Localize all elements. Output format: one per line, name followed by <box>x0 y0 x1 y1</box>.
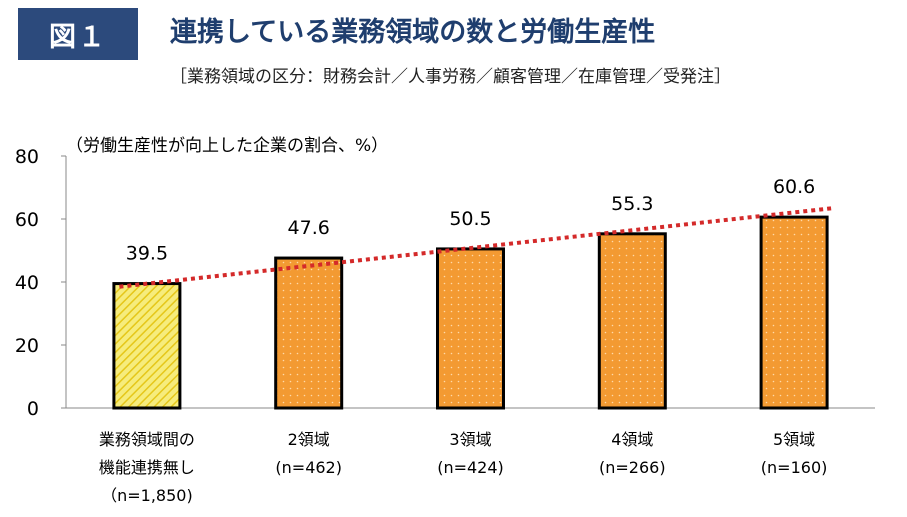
x-tick-label: 2領域 <box>288 430 330 449</box>
data-label: 50.5 <box>449 208 491 230</box>
figure-badge: 図１ <box>18 8 138 60</box>
y-axis-label: （労働生産性が向上した企業の割合、%） <box>66 136 388 156</box>
data-label: 47.6 <box>288 217 330 239</box>
x-tick-label: （n=1,850) <box>101 486 193 505</box>
y-tick-label: 80 <box>15 146 39 168</box>
x-tick-label: 業務領域間の <box>99 430 195 449</box>
y-tick-label: 40 <box>15 272 39 294</box>
data-label: 39.5 <box>126 243 168 265</box>
bar-3-domains <box>436 247 505 410</box>
chart-title: 連携している業務領域の数と労働生産性 <box>170 17 656 48</box>
bar-4-domains <box>597 232 667 410</box>
bar-no-linkage <box>112 282 182 410</box>
y-tick-label: 60 <box>15 209 39 231</box>
x-tick-label: (n=266) <box>599 458 666 477</box>
x-tick-label: 4領域 <box>611 430 653 449</box>
bar-2-domains <box>274 256 344 410</box>
y-tick-label: 0 <box>27 398 39 420</box>
x-tick-label: 機能連携無し <box>99 458 195 477</box>
x-tick-label: (n=424) <box>437 458 504 477</box>
data-label: 55.3 <box>611 193 653 215</box>
chart-subtitle: ［業務領域の区分：財務会計／人事労務／顧客管理／在庫管理／受発注］ <box>170 67 731 87</box>
bar-5-domains <box>759 215 829 410</box>
x-tick-label: (n=160) <box>761 458 828 477</box>
x-tick-label: (n=462) <box>275 458 342 477</box>
x-tick-label: 3領域 <box>449 430 491 449</box>
data-label: 60.6 <box>773 176 815 198</box>
x-tick-label: 5領域 <box>773 430 815 449</box>
y-tick-label: 20 <box>15 335 39 357</box>
